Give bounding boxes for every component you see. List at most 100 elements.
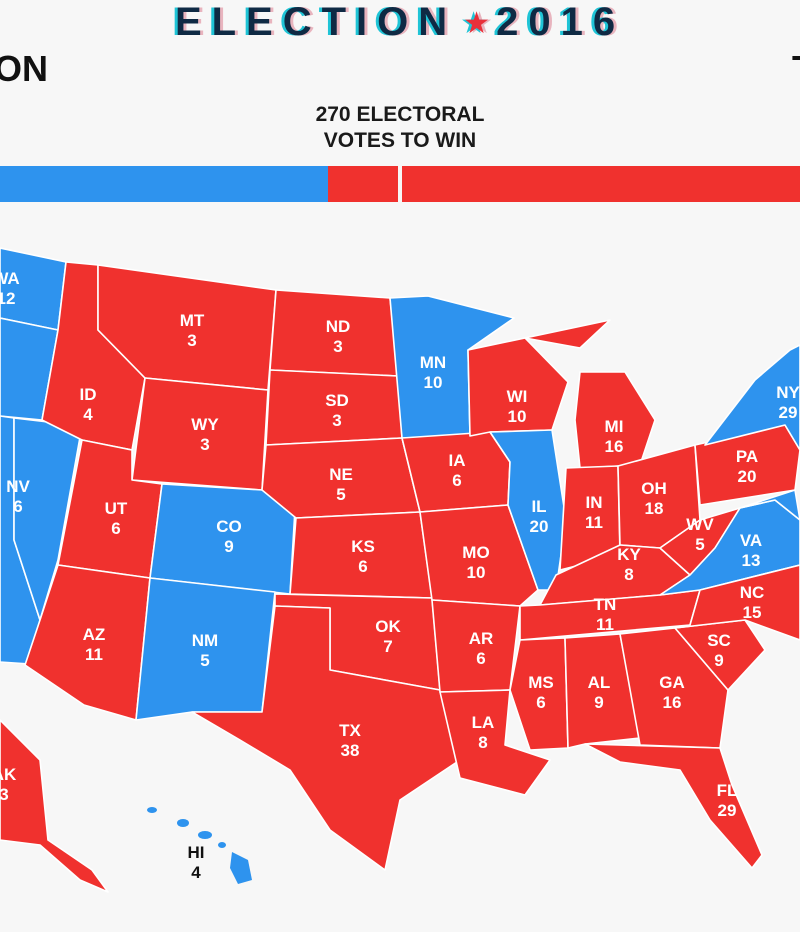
state-AK[interactable] [0, 719, 109, 893]
state-label-MS: MS [528, 673, 554, 692]
state-label-WV: WV [686, 515, 714, 534]
state-label-IL: IL [531, 497, 546, 516]
state-label-SD: SD [325, 391, 349, 410]
state-votes-NC: 15 [743, 603, 762, 622]
candidate-left-name: ON [0, 48, 48, 89]
state-votes-OH: 18 [645, 499, 664, 518]
state-votes-PA: 20 [738, 467, 757, 486]
state-label-AR: AR [469, 629, 494, 648]
state-label-LA: LA [472, 713, 495, 732]
state-MS[interactable] [509, 637, 569, 751]
state-votes-HI: 4 [191, 863, 201, 882]
state-votes-SC: 9 [714, 651, 723, 670]
state-votes-ID: 4 [83, 405, 93, 424]
state-label-ND: ND [326, 317, 351, 336]
election-title: ELECTION ★ 2016 [0, 0, 800, 48]
state-label-KY: KY [617, 545, 641, 564]
state-label-ID: ID [80, 385, 97, 404]
state-votes-LA: 8 [478, 733, 487, 752]
state-votes-AZ: 11 [85, 645, 103, 664]
state-label-WI: WI [507, 387, 528, 406]
state-VA[interactable] [659, 499, 800, 596]
democrat-bar-segment [0, 166, 328, 202]
state-label-OH: OH [641, 479, 667, 498]
state-MO[interactable] [419, 504, 539, 607]
state-votes-WI: 10 [508, 407, 527, 426]
candidate-right-name: T [792, 48, 800, 90]
state-NY[interactable] [704, 344, 800, 451]
state-label-AK: AK [0, 765, 17, 784]
state-votes-OK: 7 [383, 637, 392, 656]
state-votes-CO: 9 [224, 537, 233, 556]
state-label-MI: MI [605, 417, 624, 436]
state-votes-UT: 6 [111, 519, 120, 538]
state-votes-MT: 3 [187, 331, 196, 350]
state-label-KS: KS [351, 537, 375, 556]
state-votes-MI: 16 [605, 437, 624, 456]
state-TX[interactable] [191, 605, 461, 871]
state-label-SC: SC [707, 631, 731, 650]
state-label-IN: IN [586, 493, 603, 512]
state-votes-FL: 29 [718, 801, 737, 820]
state-label-VA: VA [740, 531, 762, 550]
state-votes-SD: 3 [332, 411, 341, 430]
state-label-MT: MT [180, 311, 205, 330]
state-votes-IN: 11 [585, 513, 603, 532]
state-label-NV: NV [6, 477, 30, 496]
state-votes-NE: 5 [336, 485, 345, 504]
threshold-line-1: 270 ELECTORAL [315, 103, 485, 126]
electoral-vote-bar [0, 166, 800, 202]
state-label-MN: MN [420, 353, 446, 372]
state-label-NY: NY [776, 383, 800, 402]
state-votes-NV: 6 [13, 497, 22, 516]
state-votes-AL: 9 [594, 693, 603, 712]
state-votes-NY: 29 [779, 403, 798, 422]
state-GA[interactable] [619, 627, 729, 749]
state-votes-MN: 10 [424, 373, 443, 392]
state-votes-WV: 5 [695, 535, 704, 554]
threshold-marker [398, 166, 402, 202]
state-votes-TN: 11 [596, 615, 614, 634]
state-votes-IA: 6 [452, 471, 461, 490]
state-HI[interactable] [147, 807, 252, 884]
threshold-label: 270 ELECTORAL VOTES TO WIN [300, 102, 500, 154]
state-votes-WA: 12 [0, 289, 15, 308]
state-votes-MO: 10 [467, 563, 486, 582]
state-label-WY: WY [191, 415, 219, 434]
state-IL[interactable] [489, 429, 567, 591]
state-label-AL: AL [588, 673, 611, 692]
state-label-CO: CO [216, 517, 242, 536]
state-votes-GA: 16 [663, 693, 682, 712]
state-label-AZ: AZ [83, 625, 106, 644]
state-votes-AR: 6 [476, 649, 485, 668]
state-label-NC: NC [740, 583, 765, 602]
state-votes-KS: 6 [358, 557, 367, 576]
state-votes-IL: 20 [530, 517, 549, 536]
star-icon: ★ [463, 7, 491, 41]
state-MD-DE[interactable] [739, 489, 800, 521]
state-label-TN: TN [594, 595, 617, 614]
state-label-HI: HI [188, 843, 205, 862]
state-label-UT: UT [105, 499, 128, 518]
state-FL[interactable] [584, 743, 763, 869]
state-label-TX: TX [339, 721, 361, 740]
state-label-IA: IA [449, 451, 466, 470]
state-WY[interactable] [131, 377, 269, 491]
state-votes-ND: 3 [333, 337, 342, 356]
state-label-OK: OK [375, 617, 401, 636]
republican-bar-segment [328, 166, 800, 202]
state-label-MO: MO [462, 543, 489, 562]
title-left: ELECTION [174, 0, 458, 44]
state-label-NE: NE [329, 465, 353, 484]
state-label-PA: PA [736, 447, 758, 466]
state-AL[interactable] [564, 633, 641, 749]
threshold-line-2: VOTES TO WIN [323, 129, 477, 152]
state-label-GA: GA [659, 673, 685, 692]
state-label-WA: WA [0, 269, 20, 288]
state-votes-VA: 13 [742, 551, 761, 570]
state-votes-MS: 6 [536, 693, 545, 712]
state-votes-AK: 3 [0, 785, 9, 804]
state-votes-TX: 38 [341, 741, 360, 760]
state-NC[interactable] [674, 564, 800, 641]
